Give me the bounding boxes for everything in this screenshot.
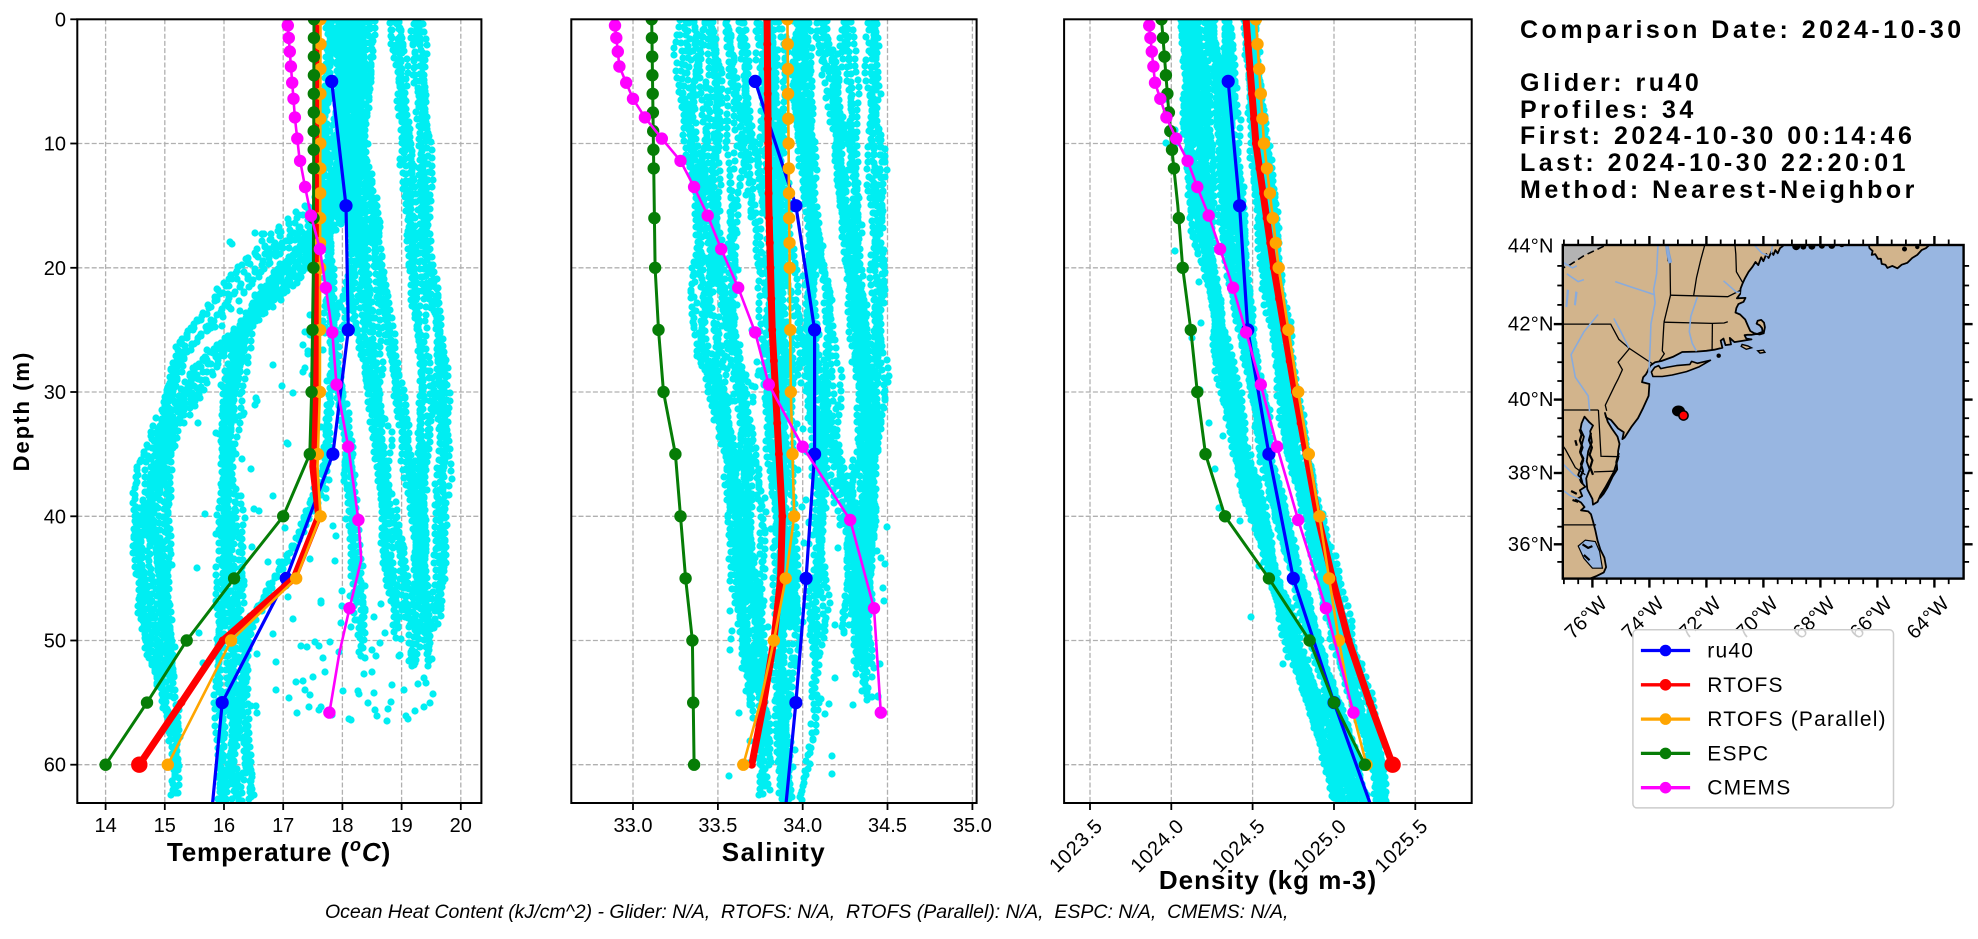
svg-text:RTOFS: RTOFS bbox=[1707, 674, 1783, 697]
svg-text:33.5: 33.5 bbox=[698, 815, 737, 837]
svg-text:40°N: 40°N bbox=[1508, 389, 1554, 411]
svg-text:Last: 2024-10-30 22:20:01: Last: 2024-10-30 22:20:01 bbox=[1520, 149, 1909, 177]
svg-text:60: 60 bbox=[44, 755, 66, 777]
svg-text:30: 30 bbox=[44, 382, 66, 404]
svg-text:ESPC: ESPC bbox=[1707, 742, 1769, 765]
svg-text:34.0: 34.0 bbox=[783, 815, 822, 837]
svg-text:16: 16 bbox=[213, 815, 235, 837]
svg-text:50: 50 bbox=[44, 631, 66, 653]
svg-text:34.5: 34.5 bbox=[868, 815, 907, 837]
svg-text:10: 10 bbox=[44, 134, 66, 156]
svg-text:19: 19 bbox=[390, 815, 412, 837]
svg-text:38°N: 38°N bbox=[1508, 463, 1554, 485]
svg-text:18: 18 bbox=[331, 815, 353, 837]
svg-text:35.0: 35.0 bbox=[953, 815, 992, 837]
svg-text:Profiles: 34: Profiles: 34 bbox=[1520, 96, 1697, 124]
svg-text:Salinity: Salinity bbox=[722, 837, 826, 867]
svg-text:Ocean Heat Content (kJ/cm^2) -: Ocean Heat Content (kJ/cm^2) - Glider: N… bbox=[325, 901, 1288, 923]
svg-text:40: 40 bbox=[44, 506, 66, 528]
svg-text:44°N: 44°N bbox=[1508, 236, 1554, 258]
svg-text:Density (kg m-3): Density (kg m-3) bbox=[1159, 865, 1377, 895]
svg-text:ru40: ru40 bbox=[1707, 640, 1754, 663]
svg-text:CMEMS: CMEMS bbox=[1707, 777, 1791, 800]
svg-text:Method: Nearest-Neighbor: Method: Nearest-Neighbor bbox=[1520, 176, 1918, 204]
svg-text:33.0: 33.0 bbox=[614, 815, 653, 837]
svg-text:Glider: ru40: Glider: ru40 bbox=[1520, 69, 1702, 97]
svg-text:RTOFS (Parallel): RTOFS (Parallel) bbox=[1707, 708, 1886, 731]
svg-text:0: 0 bbox=[55, 9, 66, 31]
svg-text:42°N: 42°N bbox=[1508, 314, 1554, 336]
svg-text:20: 20 bbox=[450, 815, 472, 837]
svg-text:First: 2024-10-30 00:14:46: First: 2024-10-30 00:14:46 bbox=[1520, 122, 1915, 150]
svg-text:Comparison Date: 2024-10-30: Comparison Date: 2024-10-30 bbox=[1520, 16, 1965, 44]
svg-text:14: 14 bbox=[94, 815, 116, 837]
svg-text:20: 20 bbox=[44, 258, 66, 280]
svg-text:15: 15 bbox=[154, 815, 176, 837]
svg-text:17: 17 bbox=[272, 815, 294, 837]
svg-text:Depth (m): Depth (m) bbox=[9, 351, 34, 472]
svg-text:36°N: 36°N bbox=[1508, 534, 1554, 556]
